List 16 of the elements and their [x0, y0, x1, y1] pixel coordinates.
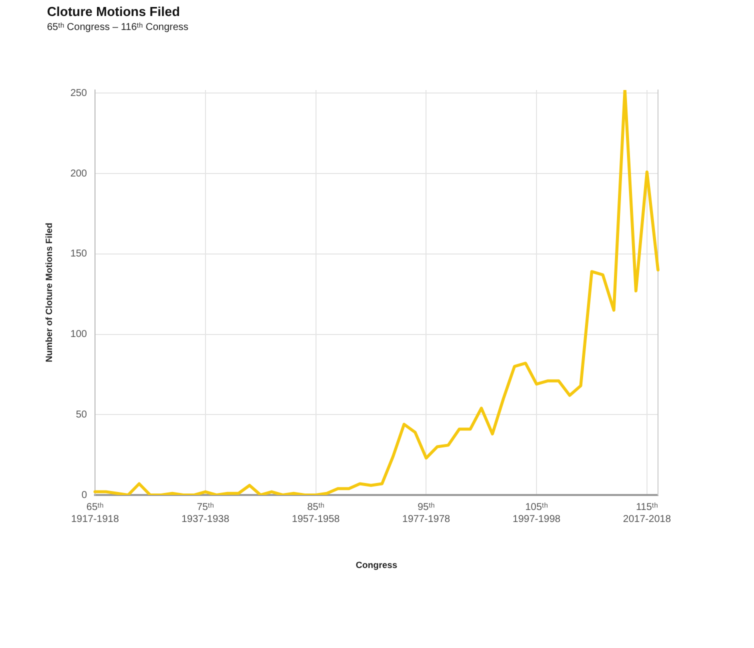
x-tick-label: 65ᵗʰ 1917-1918	[71, 502, 120, 525]
chart-subtitle: 65ᵗʰ Congress – 116ᵗʰ Congress	[47, 22, 188, 33]
y-tick-label: 150	[70, 248, 88, 260]
x-tick-label: 105ᵗʰ 1997-1998	[512, 502, 561, 525]
y-tick-label: 50	[76, 409, 88, 420]
y-tick-label: 250	[70, 88, 88, 99]
chart-title: Cloture Motions Filed	[47, 4, 180, 19]
x-tick-label: 85ᵗʰ 1957-1958	[292, 502, 340, 525]
x-axis-title: Congress	[356, 560, 398, 570]
x-tick-label: 75ᵗʰ 1937-1938	[181, 502, 230, 525]
y-axis-title: Number of Cloture Motions Filed	[44, 222, 54, 362]
y-tick-label: 200	[70, 168, 88, 180]
x-tick-label: 95ᵗʰ 1977-1978	[402, 502, 451, 525]
x-tick-label: 115ᵗʰ 2017-2018	[623, 502, 672, 525]
y-tick-label: 100	[70, 329, 88, 340]
y-tick-label: 0	[81, 490, 88, 501]
